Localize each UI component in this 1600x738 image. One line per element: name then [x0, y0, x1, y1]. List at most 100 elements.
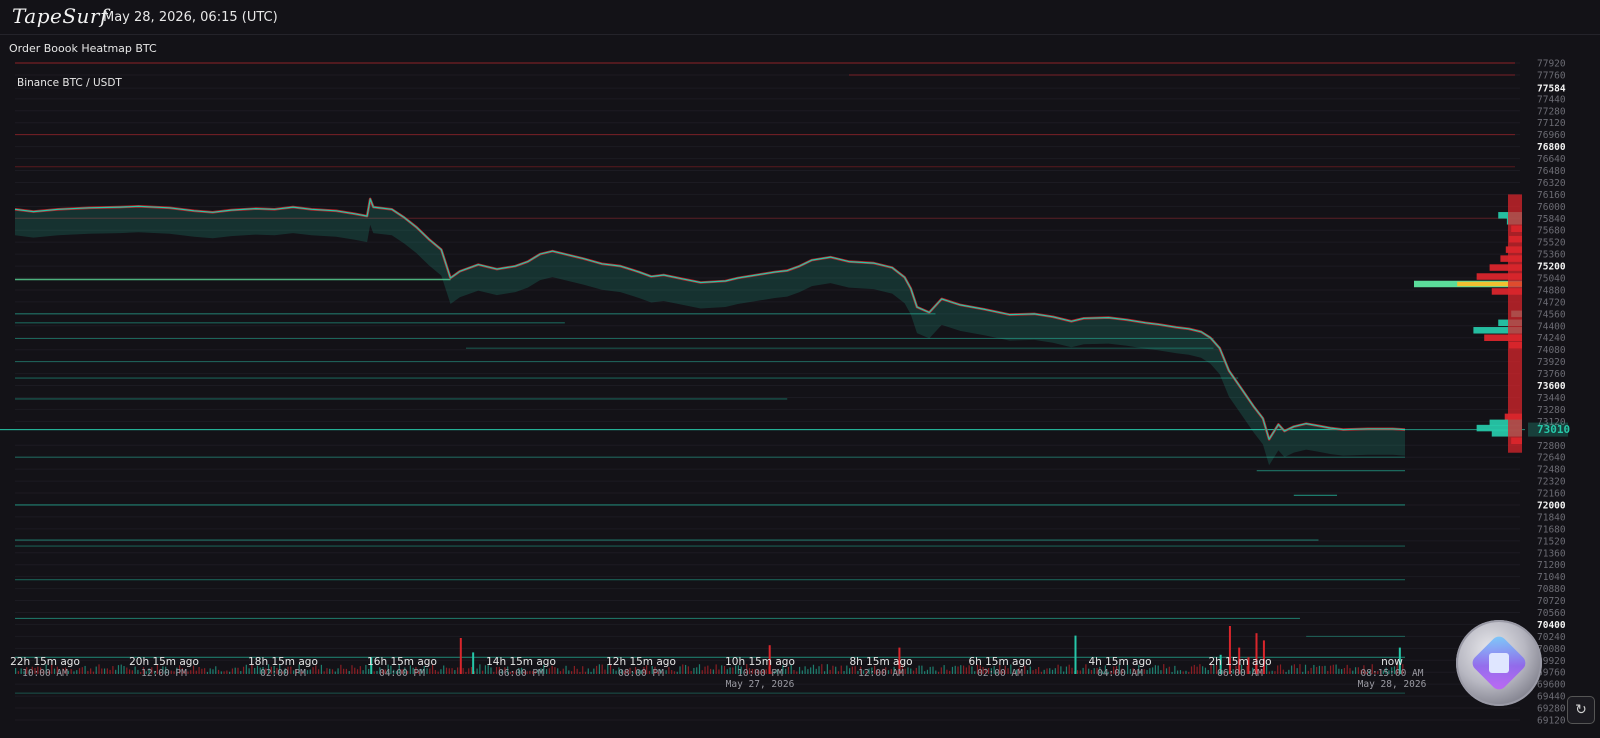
volume-bar — [154, 670, 156, 674]
volume-bar — [1260, 668, 1262, 674]
volume-bar — [418, 671, 420, 674]
volume-bar — [929, 666, 931, 674]
volume-bar — [84, 665, 86, 674]
volume-bar — [234, 667, 236, 674]
volume-bar — [1316, 666, 1318, 674]
top-bar: TapeSurf May 28, 2026, 06:15 (UTC) — [0, 0, 1600, 35]
volume-bar — [940, 667, 942, 674]
volume-bar — [871, 667, 873, 674]
volume-bar — [326, 668, 328, 674]
volume-bar — [1307, 670, 1309, 674]
volume-bar — [1188, 671, 1190, 674]
volume-bar — [1266, 664, 1268, 674]
volume-bar — [1088, 668, 1090, 674]
y-tick-label: 70720 — [1537, 596, 1566, 607]
volume-bar — [851, 666, 853, 674]
volume-bar — [195, 670, 197, 674]
volume-bar — [646, 665, 648, 674]
volume-bar — [128, 669, 131, 674]
volume-bar — [293, 670, 295, 674]
volume-bar — [887, 670, 890, 674]
volume-bar — [771, 671, 773, 674]
volume-bar — [181, 668, 183, 674]
volume-bar — [329, 668, 331, 674]
volume-bar — [1185, 670, 1187, 674]
volume-bar — [698, 664, 701, 674]
volume-bar — [351, 665, 353, 674]
y-tick-label: 71200 — [1537, 560, 1566, 571]
volume-bar — [885, 667, 887, 674]
volume-bar — [1352, 670, 1354, 674]
volume-bar — [220, 671, 222, 674]
volume-bar — [1279, 664, 1282, 674]
y-tick-label: 73120 — [1537, 417, 1566, 428]
y-tick-label: 77120 — [1537, 118, 1566, 129]
volume-bar — [187, 671, 189, 674]
volume-bar — [921, 665, 923, 674]
volume-bar — [390, 665, 392, 674]
volume-bar — [270, 666, 272, 674]
volume-bar — [979, 665, 981, 674]
y-tick-label: 73920 — [1537, 357, 1566, 368]
volume-bar — [365, 664, 367, 674]
volume-bar — [290, 666, 292, 674]
volume-bar — [882, 668, 884, 674]
x-tick-clock: 02:00 AM — [977, 668, 1023, 679]
orderbook-bar — [1476, 273, 1522, 280]
volume-bar — [837, 671, 840, 674]
volume-bar — [1004, 665, 1006, 674]
volume-bar — [51, 664, 53, 674]
y-tick-label: 72480 — [1537, 465, 1566, 476]
volume-bar — [1249, 670, 1251, 674]
orderbook-profile — [1414, 194, 1522, 453]
volume-bar — [140, 671, 142, 674]
volume-bar — [1346, 664, 1348, 674]
volume-bar — [993, 666, 995, 674]
volume-bar — [1213, 664, 1215, 674]
volume-bar — [273, 665, 275, 674]
volume-bar — [829, 669, 831, 674]
volume-bar — [276, 667, 278, 674]
volume-bar — [165, 666, 167, 674]
volume-bar — [106, 668, 108, 674]
volume-bar — [634, 667, 637, 674]
y-tick-label: 70240 — [1537, 632, 1566, 643]
volume-bar — [687, 666, 689, 674]
volume-bar — [206, 671, 209, 674]
volume-bar — [493, 671, 495, 674]
x-tick-clock: 02:00 PM — [260, 668, 306, 679]
volume-bar — [1388, 670, 1390, 674]
volume-bar — [743, 671, 745, 674]
volume-bar — [1190, 666, 1193, 674]
volume-bar — [815, 668, 817, 674]
volume-bar — [812, 664, 815, 674]
volume-bar — [1124, 671, 1126, 674]
volume-bar — [373, 671, 375, 674]
volume-bar — [1218, 671, 1220, 674]
volume-bar — [1104, 665, 1106, 674]
volume-bar — [440, 669, 442, 674]
volume-bar — [423, 665, 425, 674]
volume-bar — [354, 667, 356, 674]
volume-bar — [1396, 664, 1398, 674]
y-tick-label: 74240 — [1537, 333, 1566, 344]
volume-bar — [454, 670, 456, 674]
x-tick-clock: 08:15:00 AM — [1361, 668, 1424, 679]
y-tick-label: 76480 — [1537, 166, 1566, 177]
volume-bar — [470, 667, 473, 674]
volume-bar — [1065, 666, 1068, 674]
x-tick-relative: 20h 15m ago — [129, 656, 199, 668]
volume-bar — [448, 668, 450, 674]
volume-bar — [78, 668, 81, 674]
volume-bar — [1232, 669, 1234, 674]
volume-bar — [318, 669, 320, 674]
app-logo[interactable]: TapeSurf — [12, 4, 108, 28]
volume-bar — [315, 665, 317, 674]
volume-bar — [737, 665, 739, 674]
volume-bar — [559, 671, 562, 674]
volume-bar — [545, 669, 548, 674]
refresh-button[interactable]: ↻ — [1567, 696, 1595, 724]
volume-bar — [1043, 669, 1045, 674]
